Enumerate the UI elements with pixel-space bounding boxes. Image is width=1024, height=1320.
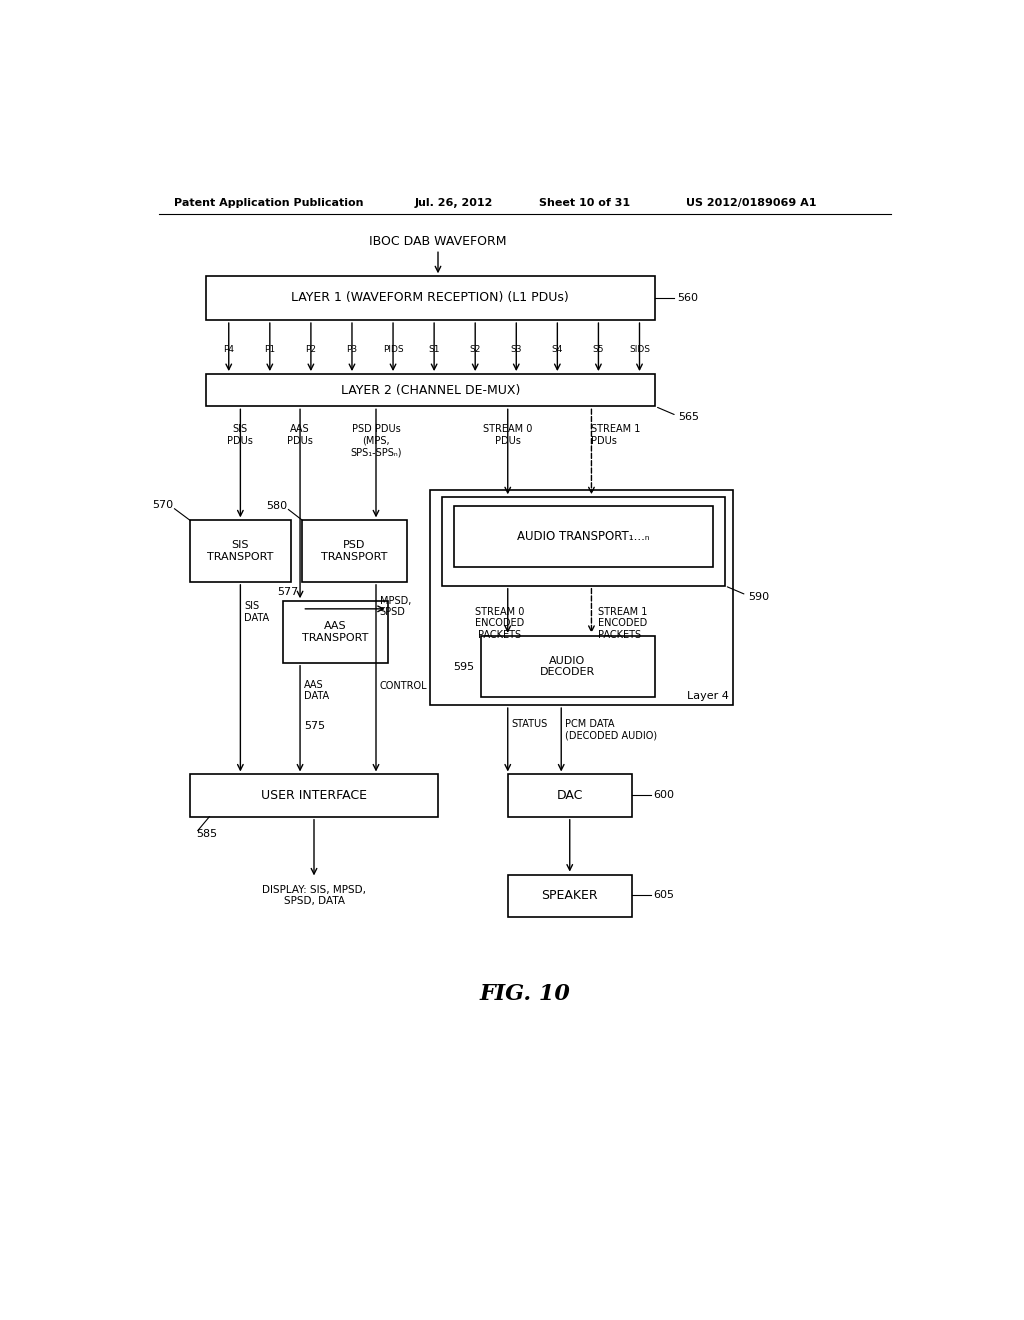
Text: STREAM 1
ENCODED
PACKETS: STREAM 1 ENCODED PACKETS bbox=[598, 607, 647, 640]
Text: P3: P3 bbox=[346, 345, 357, 354]
Text: S4: S4 bbox=[552, 345, 563, 354]
Text: PSD PDUs
(MPS,
SPS₁-SPSₙ): PSD PDUs (MPS, SPS₁-SPSₙ) bbox=[350, 424, 401, 457]
Text: S3: S3 bbox=[511, 345, 522, 354]
Text: LAYER 1 (WAVEFORM RECEPTION) (L1 PDUs): LAYER 1 (WAVEFORM RECEPTION) (L1 PDUs) bbox=[292, 292, 569, 305]
Bar bbox=[454, 507, 713, 566]
Text: 560: 560 bbox=[677, 293, 697, 302]
Text: 600: 600 bbox=[653, 791, 675, 800]
Bar bbox=[302, 520, 407, 582]
Text: LAYER 2 (CHANNEL DE-MUX): LAYER 2 (CHANNEL DE-MUX) bbox=[341, 384, 520, 397]
Text: AAS
TRANSPORT: AAS TRANSPORT bbox=[302, 622, 368, 643]
Text: PIDS: PIDS bbox=[383, 345, 403, 354]
Bar bbox=[442, 498, 725, 586]
Text: 605: 605 bbox=[653, 890, 675, 900]
Bar bbox=[190, 775, 438, 817]
Text: STREAM 0
ENCODED
PACKETS: STREAM 0 ENCODED PACKETS bbox=[475, 607, 524, 640]
Text: PCM DATA
(DECODED AUDIO): PCM DATA (DECODED AUDIO) bbox=[565, 719, 657, 741]
Text: 595: 595 bbox=[454, 661, 474, 672]
Text: 565: 565 bbox=[678, 412, 699, 422]
Text: STREAM 0
PDUs: STREAM 0 PDUs bbox=[483, 424, 532, 446]
Text: US 2012/0189069 A1: US 2012/0189069 A1 bbox=[686, 198, 816, 209]
Bar bbox=[283, 601, 388, 663]
Text: Sheet 10 of 31: Sheet 10 of 31 bbox=[539, 198, 630, 209]
Text: S5: S5 bbox=[593, 345, 604, 354]
Text: 585: 585 bbox=[197, 829, 217, 838]
Text: FIG. 10: FIG. 10 bbox=[479, 983, 570, 1005]
Text: SIS
DATA: SIS DATA bbox=[245, 601, 269, 623]
Text: CONTROL: CONTROL bbox=[380, 681, 427, 690]
Bar bbox=[508, 775, 632, 817]
Text: IBOC DAB WAVEFORM: IBOC DAB WAVEFORM bbox=[370, 235, 507, 248]
Text: SIS
PDUs: SIS PDUs bbox=[227, 424, 253, 446]
Text: 580: 580 bbox=[266, 502, 287, 511]
Text: 577: 577 bbox=[278, 587, 299, 597]
Text: Jul. 26, 2012: Jul. 26, 2012 bbox=[415, 198, 494, 209]
Text: USER INTERFACE: USER INTERFACE bbox=[261, 788, 367, 801]
Text: Patent Application Publication: Patent Application Publication bbox=[174, 198, 364, 209]
Bar bbox=[206, 374, 655, 407]
Text: S1: S1 bbox=[428, 345, 440, 354]
Text: SIDS: SIDS bbox=[629, 345, 650, 354]
Text: AAS
DATA: AAS DATA bbox=[304, 680, 329, 701]
Text: SIS
TRANSPORT: SIS TRANSPORT bbox=[207, 540, 273, 562]
Text: DISPLAY: SIS, MPSD,
SPSD, DATA: DISPLAY: SIS, MPSD, SPSD, DATA bbox=[262, 884, 366, 906]
Text: PSD
TRANSPORT: PSD TRANSPORT bbox=[322, 540, 387, 562]
Text: STATUS: STATUS bbox=[512, 719, 548, 729]
Bar bbox=[480, 636, 655, 697]
Text: 575: 575 bbox=[304, 721, 325, 731]
Text: Layer 4: Layer 4 bbox=[687, 692, 729, 701]
Bar bbox=[508, 874, 632, 917]
Text: P2: P2 bbox=[305, 345, 316, 354]
Bar bbox=[430, 490, 732, 705]
Text: AUDIO TRANSPORT₁...ₙ: AUDIO TRANSPORT₁...ₙ bbox=[517, 529, 649, 543]
Text: P1: P1 bbox=[264, 345, 275, 354]
Text: MPSD,
SPSD: MPSD, SPSD bbox=[380, 595, 412, 618]
Bar bbox=[190, 520, 291, 582]
Text: 570: 570 bbox=[152, 500, 173, 510]
Text: S2: S2 bbox=[470, 345, 481, 354]
Text: 590: 590 bbox=[748, 591, 769, 602]
Text: AAS
PDUs: AAS PDUs bbox=[287, 424, 313, 446]
Text: SPEAKER: SPEAKER bbox=[542, 888, 598, 902]
Text: P4: P4 bbox=[223, 345, 234, 354]
Bar bbox=[206, 276, 655, 321]
Text: AUDIO
DECODER: AUDIO DECODER bbox=[540, 656, 595, 677]
Text: STREAM 1
PDUs: STREAM 1 PDUs bbox=[592, 424, 641, 446]
Text: DAC: DAC bbox=[557, 788, 583, 801]
